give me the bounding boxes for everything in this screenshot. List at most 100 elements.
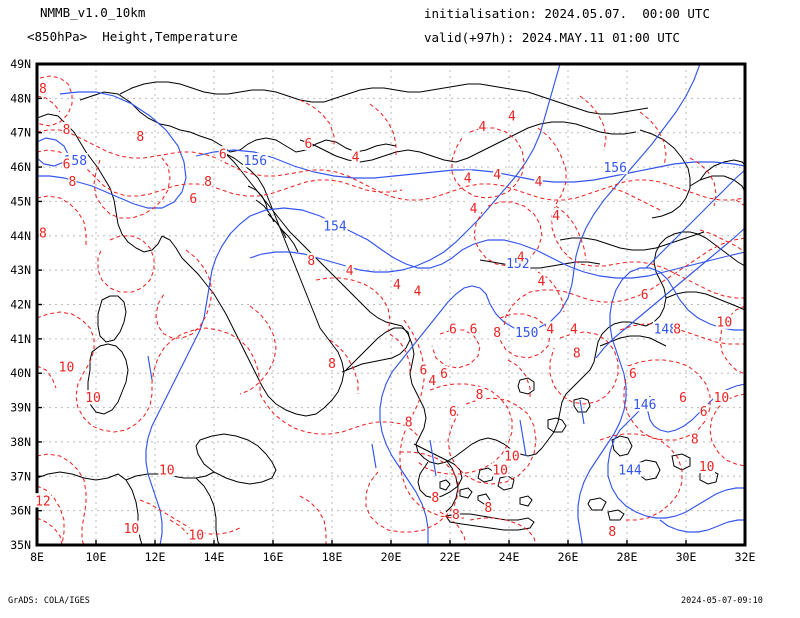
contour-label-8: 8 (608, 525, 616, 540)
x-tick-32E: 32E (735, 550, 756, 564)
x-tick-26E: 26E (558, 550, 579, 564)
contour-label-4: 4 (414, 285, 422, 300)
contour-label-4: 4 (517, 250, 525, 265)
contour-label-8: 8 (405, 415, 413, 430)
contour-label-4: 4 (479, 120, 487, 135)
y-tick-45N: 45N (10, 194, 31, 208)
initialisation-time: initialisation: 2024.05.07. 00:00 UTC (424, 6, 710, 21)
contour-label-4: 4 (552, 209, 560, 224)
valid-time: valid(+97h): 2024.MAY.11 01:00 UTC (424, 30, 680, 45)
contour-label-10: 10 (85, 391, 101, 406)
contour-label-8: 8 (493, 326, 501, 341)
contour-label-8: 8 (68, 175, 76, 190)
contour-label-4: 4 (570, 322, 578, 337)
contour-label-4: 4 (393, 278, 401, 293)
y-tick-48N: 48N (10, 91, 31, 105)
y-tick-46N: 46N (10, 160, 31, 174)
y-tick-41N: 41N (10, 332, 31, 346)
contour-label-4: 4 (352, 151, 360, 166)
contour-label-8: 8 (328, 357, 336, 372)
contour-label-8: 8 (431, 491, 439, 506)
x-tick-18E: 18E (322, 550, 343, 564)
contour-label-10: 10 (492, 463, 508, 478)
contour-label-10: 10 (504, 450, 520, 465)
y-tick-38N: 38N (10, 435, 31, 449)
contour-label-10: 10 (124, 522, 140, 537)
model-title: NMMB_v1.0_10km (40, 5, 146, 20)
contour-label-10: 10 (714, 391, 730, 406)
y-tick-36N: 36N (10, 504, 31, 518)
contour-label-10: 10 (188, 529, 204, 544)
contour-label-6: 6 (440, 367, 448, 382)
contour-label-156: 156 (244, 154, 267, 169)
contour-label-8: 8 (204, 175, 212, 190)
x-tick-30E: 30E (676, 550, 697, 564)
contour-label-8: 8 (452, 508, 460, 523)
contour-label-8: 8 (136, 130, 144, 145)
contour-label-4: 4 (508, 109, 516, 124)
contour-label-4: 4 (546, 322, 554, 337)
y-tick-39N: 39N (10, 401, 31, 415)
contour-label-6: 6 (304, 137, 312, 152)
contour-label-8: 8 (39, 82, 47, 97)
x-tick-16E: 16E (263, 550, 284, 564)
x-tick-20E: 20E (381, 550, 402, 564)
coastlines (37, 81, 745, 545)
x-tick-24E: 24E (499, 550, 520, 564)
contour-label-154: 154 (323, 219, 347, 234)
contour-label-4: 4 (470, 202, 478, 217)
contour-label-6: 6 (219, 147, 227, 162)
contour-label-12: 12 (35, 494, 51, 509)
y-tick-35N: 35N (10, 538, 31, 552)
contour-label-6: 6 (679, 391, 687, 406)
contour-label-4: 4 (538, 274, 546, 289)
footer-timestamp: 2024-05-07-09:10 (681, 596, 763, 606)
y-tick-37N: 37N (10, 469, 31, 483)
contour-label-8: 8 (484, 501, 492, 516)
contour-label-8: 8 (63, 123, 71, 138)
contour-label-148: 148 (654, 322, 677, 337)
contour-label-4: 4 (428, 374, 436, 389)
contour-label-10: 10 (159, 463, 175, 478)
x-tick-10E: 10E (86, 550, 107, 564)
contour-label-6: 6 (629, 367, 637, 382)
contour-label-6: 6 (420, 364, 428, 379)
contour-label-10: 10 (59, 360, 75, 375)
x-tick-28E: 28E (617, 550, 638, 564)
x-axis-tick-labels: 8E 10E 12E 14E 16E 18E 20E 22E 24E 26E 28E 30E 32E (30, 540, 755, 564)
contour-label-10: 10 (717, 316, 733, 331)
field-title: <850hPa> Height,Temperature (27, 29, 238, 44)
y-tick-47N: 47N (10, 126, 31, 140)
contour-label-6: 6 (449, 405, 457, 420)
y-tick-40N: 40N (10, 366, 31, 380)
contour-label-4: 4 (535, 175, 543, 190)
contour-label-144: 144 (618, 463, 642, 478)
contour-label-8: 8 (476, 388, 484, 403)
y-tick-43N: 43N (10, 263, 31, 277)
contour-label-8: 8 (39, 226, 47, 241)
contour-label-146: 146 (633, 398, 656, 413)
contour-label-156: 156 (603, 161, 626, 176)
footer-credit: GrADS: COLA/IGES (8, 596, 90, 606)
contour-label-6: 6 (700, 405, 708, 420)
contour-label-8: 8 (673, 322, 681, 337)
contour-label-8: 8 (307, 254, 315, 269)
x-tick-12E: 12E (145, 550, 166, 564)
contour-label-4: 4 (493, 168, 501, 183)
contour-label-8: 8 (573, 347, 581, 362)
y-tick-42N: 42N (10, 298, 31, 312)
contour-label-4: 4 (346, 264, 354, 279)
x-tick-8E: 8E (30, 550, 44, 564)
contour-label-8: 8 (691, 432, 699, 447)
x-tick-14E: 14E (204, 550, 225, 564)
y-tick-44N: 44N (10, 229, 31, 243)
contour-label-6: 6 (189, 192, 197, 207)
x-tick-22E: 22E (440, 550, 461, 564)
y-tick-49N: 49N (10, 57, 31, 71)
contour-label-6: 6 (641, 288, 649, 303)
contour-label-150: 150 (515, 326, 538, 341)
contour-label-10: 10 (699, 460, 715, 475)
